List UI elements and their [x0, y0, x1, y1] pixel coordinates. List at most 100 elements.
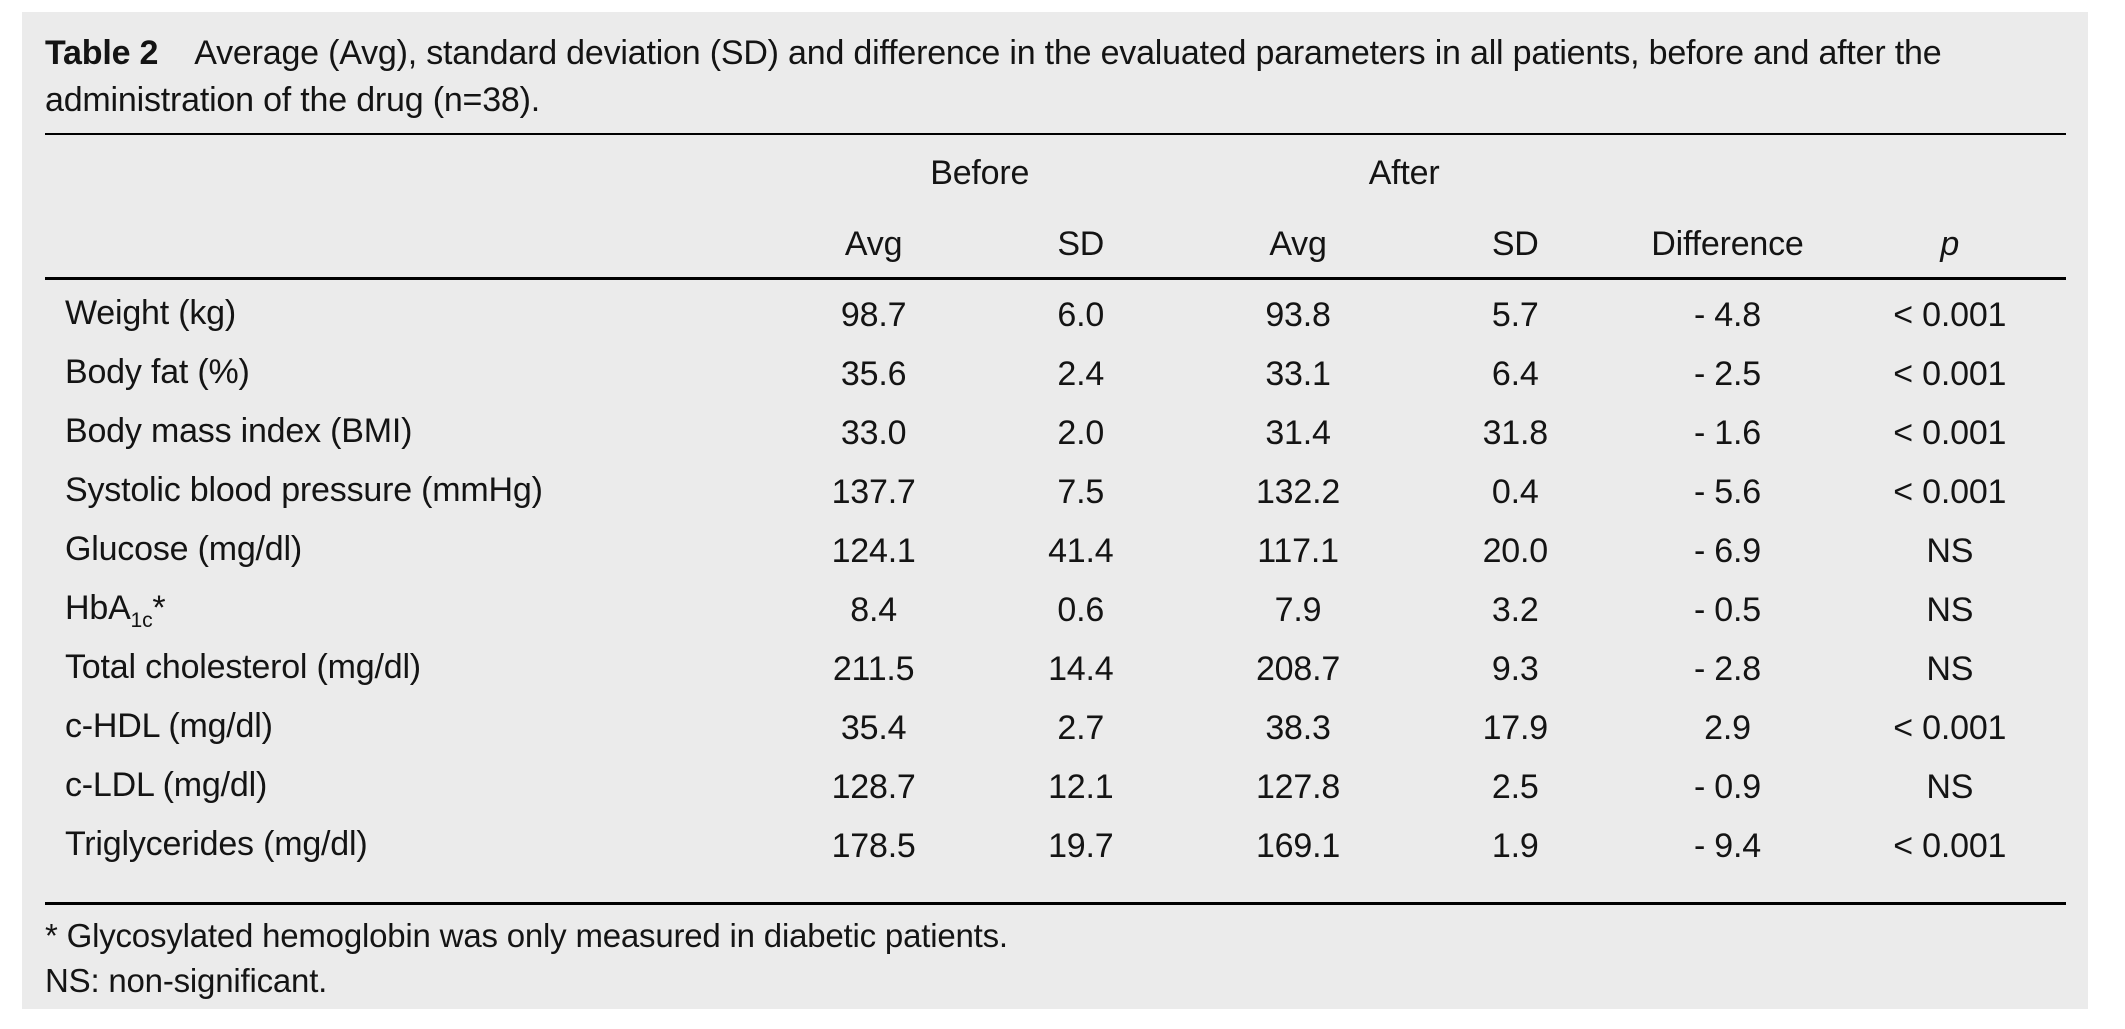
row-label: c-HDL (mg/dl) — [45, 699, 773, 758]
row-label: Total cholesterol (mg/dl) — [45, 640, 773, 699]
empty-header-cell — [1621, 135, 1833, 211]
after-group-header: After — [1368, 153, 1440, 192]
row-label-text: Weight (kg) — [65, 293, 237, 332]
cell-after-avg: 208.7 — [1255, 650, 1341, 688]
row-label: HbA1c* — [45, 581, 773, 640]
cell-after-sd: 17.9 — [1482, 709, 1549, 747]
cell-before-avg: 8.4 — [850, 591, 897, 629]
cell-after-sd: 5.7 — [1491, 296, 1539, 334]
cell-difference: - 6.9 — [1693, 532, 1761, 570]
table-row: Body fat (%) 35.6 2.4 33.1 6.4 - 2.5 < 0.001 — [45, 345, 2066, 404]
footnotes: * Glycosylated hemoglobin was only measu… — [45, 913, 2066, 1003]
cell-difference: - 4.8 — [1693, 296, 1761, 334]
table-row: c-HDL (mg/dl) 35.4 2.7 38.3 17.9 2.9 < 0.001 — [45, 699, 2066, 758]
table-row: Weight (kg) 98.7 6.0 93.8 5.7 - 4.8 < 0.001 — [45, 286, 2066, 345]
row-label-text: c-HDL (mg/dl) — [65, 706, 273, 745]
cell-before-avg: 128.7 — [831, 768, 916, 806]
cell-before-sd: 2.7 — [1057, 709, 1105, 747]
row-label-text: Body fat (%) — [65, 352, 250, 391]
cell-before-avg: 178.5 — [831, 827, 916, 865]
row-label: Body fat (%) — [45, 345, 773, 404]
row-label-text: Body mass index (BMI) — [65, 411, 413, 450]
header-divider-rule — [45, 277, 2066, 280]
difference-header: Difference — [1651, 224, 1804, 263]
table-row: Glucose (mg/dl) 124.1 41.4 117.1 20.0 - 6.9 NS — [45, 522, 2066, 581]
empty-header-cell — [1834, 135, 2066, 211]
cell-difference: - 1.6 — [1693, 414, 1761, 452]
before-sd-header: SD — [1057, 224, 1105, 263]
cell-after-sd: 9.3 — [1491, 650, 1539, 688]
cell-after-sd: 2.5 — [1491, 768, 1539, 806]
table-row: Body mass index (BMI) 33.0 2.0 31.4 31.8 - 1.… — [45, 404, 2066, 463]
row-label-suffix: * — [152, 588, 166, 627]
cell-before-avg: 124.1 — [831, 532, 916, 570]
cell-before-sd: 41.4 — [1048, 532, 1114, 570]
cell-p: < 0.001 — [1893, 473, 2007, 511]
cell-before-sd: 2.0 — [1057, 414, 1105, 452]
table-row: Systolic blood pressure (mmHg) 137.7 7.5 13… — [45, 463, 2066, 522]
cell-before-avg: 211.5 — [832, 650, 915, 688]
cell-before-sd: 12.1 — [1048, 768, 1114, 806]
cell-p: < 0.001 — [1893, 296, 2007, 334]
cell-after-sd: 0.4 — [1491, 473, 1539, 511]
cell-after-sd: 3.2 — [1491, 591, 1539, 629]
empty-header-cell — [45, 211, 773, 277]
column-header-row: Avg SD Avg SD Difference p — [45, 211, 2066, 277]
cell-after-avg: 33.1 — [1265, 355, 1331, 393]
table-body: Weight (kg) 98.7 6.0 93.8 5.7- 4.8 < 0.001 Bod… — [45, 286, 2066, 876]
cell-p: NS — [1926, 532, 1974, 570]
row-label-text: Systolic blood pressure (mmHg) — [65, 470, 543, 509]
cell-before-sd: 2.4 — [1057, 355, 1105, 393]
table-body-grid: Weight (kg) 98.7 6.0 93.8 5.7- 4.8 < 0.001 Bod… — [45, 286, 2066, 876]
cell-before-sd: 7.5 — [1057, 473, 1105, 511]
cell-after-avg: 117.1 — [1257, 532, 1339, 570]
group-header-row: Before After — [45, 135, 2066, 211]
cell-difference: - 9.4 — [1693, 827, 1761, 865]
cell-after-avg: 38.3 — [1265, 709, 1331, 747]
row-label: Systolic blood pressure (mmHg) — [45, 463, 773, 522]
row-label-text: Total cholesterol (mg/dl) — [65, 647, 421, 686]
table-caption: Table 2 Average (Avg), standard deviation… — [45, 30, 2066, 124]
row-label: c-LDL (mg/dl) — [45, 758, 773, 817]
table-number: Table 2 — [45, 34, 159, 72]
footnote-divider-rule — [45, 902, 2066, 905]
cell-before-avg: 35.4 — [840, 709, 907, 747]
footnote-ns: NS: non-significant. — [45, 962, 328, 999]
table-caption-text: Average (Avg), standard deviation (SD) a… — [45, 34, 1942, 119]
row-label: Weight (kg) — [45, 286, 773, 345]
cell-p: < 0.001 — [1893, 355, 2007, 393]
row-label-text: HbA — [65, 588, 131, 627]
footnote-asterisk: * Glycosylated hemoglobin was only measu… — [45, 917, 1008, 954]
cell-before-avg: 98.7 — [840, 296, 907, 334]
before-group-header: Before — [930, 153, 1030, 192]
cell-before-sd: 19.7 — [1048, 827, 1114, 865]
table-panel: Table 2 Average (Avg), standard deviation… — [22, 12, 2088, 1009]
cell-before-avg: 33.0 — [840, 414, 907, 452]
cell-p: NS — [1926, 591, 1974, 629]
row-label: Glucose (mg/dl) — [45, 522, 773, 581]
caption-divider-rule — [45, 133, 2066, 135]
after-sd-header: SD — [1491, 224, 1539, 263]
table-header: Before After Avg SD Avg SD Difference p — [45, 135, 2066, 277]
table-row: HbA1c* 8.4 0.6 7.9 3.2 - 0.5 NS — [45, 581, 2066, 640]
row-label-subscript: 1c — [130, 608, 153, 632]
cell-before-sd: 0.6 — [1057, 591, 1105, 629]
empty-header-cell — [45, 135, 773, 211]
cell-after-avg: 132.2 — [1255, 473, 1341, 511]
cell-difference: - 2.5 — [1693, 355, 1761, 393]
cell-after-sd: 1.9 — [1491, 827, 1539, 865]
cell-before-avg: 137.7 — [831, 473, 916, 511]
row-label-text: Glucose (mg/dl) — [65, 529, 302, 568]
cell-before-sd: 14.4 — [1048, 650, 1114, 688]
row-label: Body mass index (BMI) — [45, 404, 773, 463]
row-label: Triglycerides (mg/dl) — [45, 817, 773, 876]
row-label-text: Triglycerides (mg/dl) — [65, 824, 368, 863]
cell-p: < 0.001 — [1893, 709, 2007, 747]
cell-before-sd: 6.0 — [1057, 296, 1105, 334]
cell-p: < 0.001 — [1893, 414, 2007, 452]
cell-difference: - 5.6 — [1693, 473, 1761, 511]
cell-p: < 0.001 — [1893, 827, 2007, 865]
cell-difference: - 2.8 — [1693, 650, 1761, 688]
table-row: Triglycerides (mg/dl) 178.5 19.7 169.1 1.9 - … — [45, 817, 2066, 876]
before-avg-header: Avg — [844, 224, 903, 263]
